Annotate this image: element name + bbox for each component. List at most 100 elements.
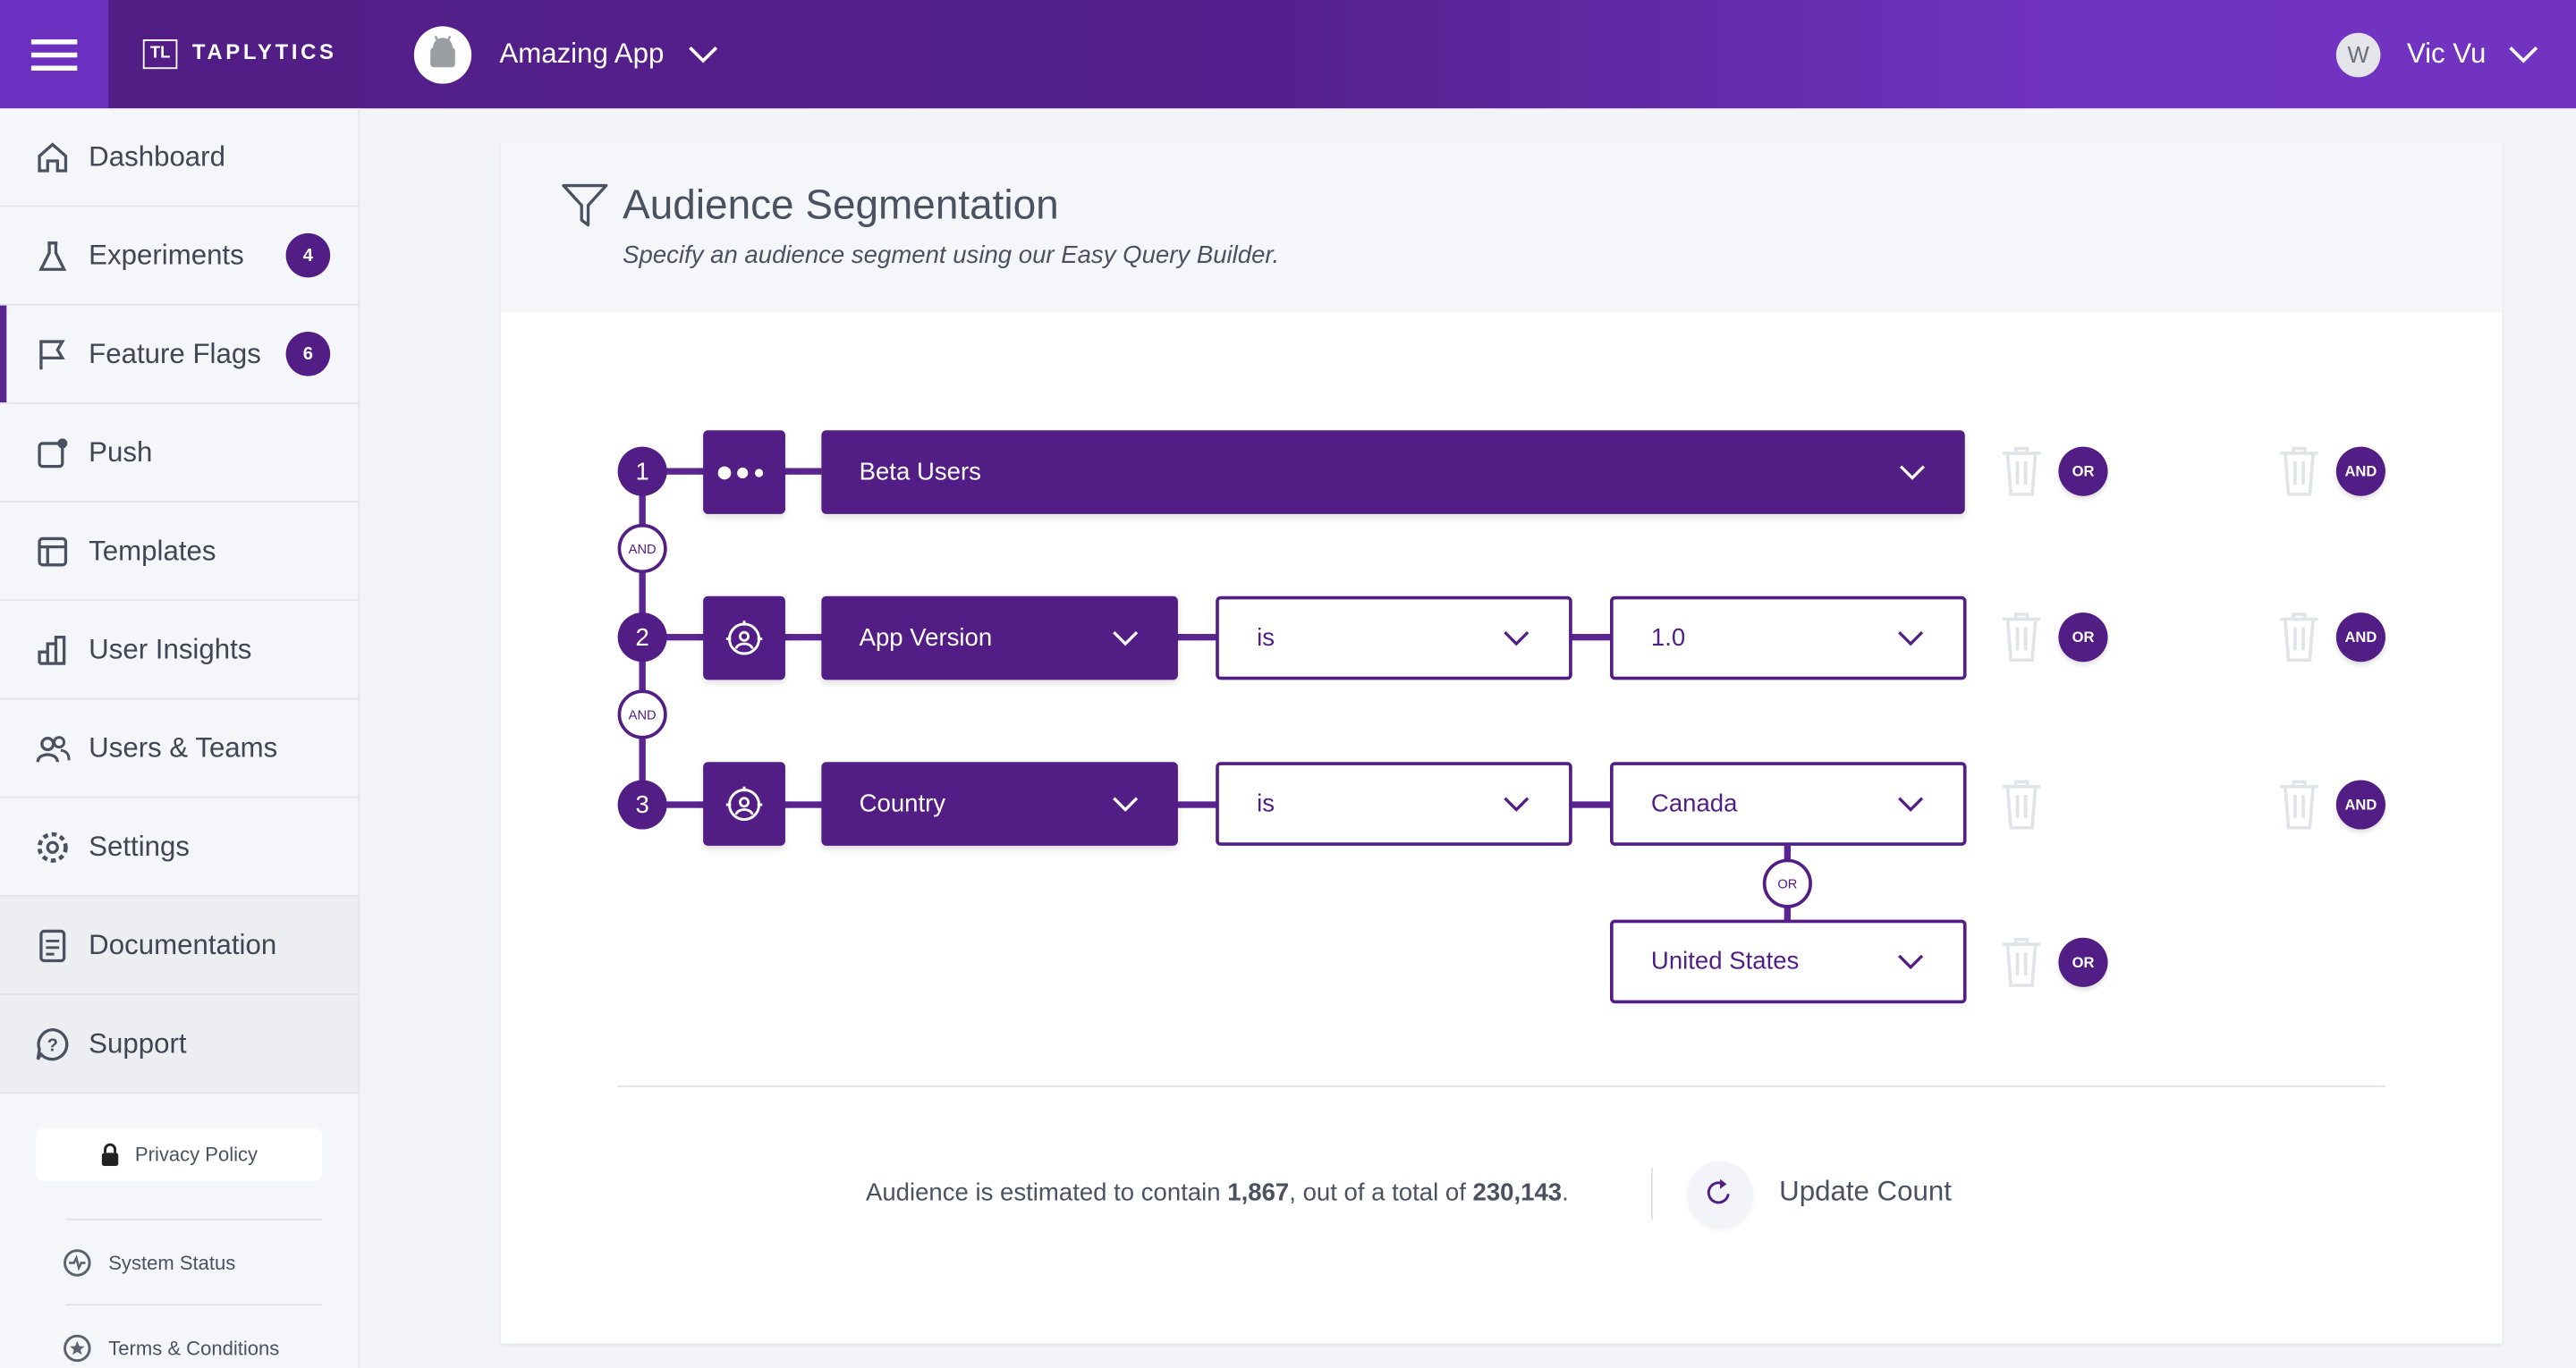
trash-icon[interactable]	[2001, 612, 2042, 663]
audience-estimate: Audience is estimated to contain 1,867, …	[865, 1178, 1569, 1208]
chevron-down-icon[interactable]	[2507, 45, 2540, 64]
and-connector[interactable]: AND	[617, 689, 667, 739]
bar-chart-icon	[38, 635, 66, 664]
dropdown-value: is	[1257, 790, 1275, 818]
document-icon	[39, 928, 66, 962]
dropdown-value: Beta Users	[859, 458, 981, 486]
divider	[617, 1085, 2385, 1087]
dropdown-value: Canada	[1650, 790, 1738, 818]
refresh-icon	[1707, 1178, 1730, 1204]
trash-icon[interactable]	[2001, 937, 2042, 987]
sidebar-item-experiments[interactable]: Experiments 4	[0, 207, 359, 306]
trash-icon[interactable]	[2001, 780, 2042, 830]
add-and-button[interactable]: AND	[2335, 446, 2385, 496]
app-avatar[interactable]	[413, 26, 472, 84]
chevron-down-icon	[1504, 630, 1530, 646]
segment-dropdown[interactable]: Beta Users	[821, 430, 1965, 514]
top-header: TL TAPLYTICS Amazing App W Vic Vu	[0, 0, 2576, 109]
dropdown-value: United States	[1650, 947, 1800, 976]
divider	[65, 1304, 323, 1306]
sidebar-item-label: Settings	[89, 830, 191, 862]
add-and-button[interactable]: AND	[2335, 612, 2385, 663]
lock-icon	[102, 1143, 119, 1167]
user-target-icon	[725, 620, 763, 654]
chevron-down-icon	[1504, 796, 1530, 811]
divider	[1650, 1167, 1653, 1220]
add-or-button[interactable]: OR	[2058, 612, 2108, 663]
audience-count: 1,867	[1227, 1178, 1290, 1208]
sidebar-item-documentation[interactable]: Documentation	[0, 896, 359, 996]
trash-icon[interactable]	[2279, 446, 2320, 496]
sidebar-item-users-teams[interactable]: Users & Teams	[0, 699, 359, 798]
value-dropdown[interactable]: United States	[1610, 919, 1967, 1004]
total-count: 230,143	[1472, 1178, 1563, 1208]
rule-type-button[interactable]	[703, 762, 785, 846]
chevron-down-icon[interactable]	[687, 45, 720, 64]
sidebar-item-label: Dashboard	[89, 140, 225, 172]
rule-number: 1	[617, 446, 667, 496]
template-icon	[38, 536, 68, 566]
sidebar-item-dashboard[interactable]: Dashboard	[0, 108, 359, 207]
more-icon	[717, 465, 764, 479]
sidebar-item-label: User Insights	[89, 633, 252, 664]
system-status-link[interactable]: System Status	[63, 1248, 236, 1278]
add-or-button[interactable]: OR	[2058, 937, 2108, 987]
update-count-button[interactable]: Update Count	[1779, 1176, 1952, 1208]
value-dropdown[interactable]: Canada	[1610, 762, 1967, 846]
filter-icon	[562, 183, 608, 227]
value-dropdown[interactable]: 1.0	[1610, 595, 1967, 680]
sidebar-item-label: Feature Flags	[89, 337, 261, 369]
or-connector[interactable]: OR	[1762, 858, 1812, 908]
terms-link[interactable]: Terms & Conditions	[63, 1333, 280, 1363]
status-label: System Status	[108, 1251, 236, 1275]
help-icon: ?	[36, 1027, 69, 1060]
user-menu[interactable]: Vic Vu	[2406, 38, 2487, 70]
trash-icon[interactable]	[2279, 780, 2320, 830]
and-connector[interactable]: AND	[617, 523, 667, 574]
logo-mark: TL	[142, 39, 178, 70]
sidebar-item-label: Templates	[89, 534, 216, 566]
add-or-button[interactable]: OR	[2058, 446, 2108, 496]
home-icon	[38, 141, 68, 172]
sidebar-item-push[interactable]: Push	[0, 404, 359, 503]
android-icon	[430, 35, 455, 68]
field-dropdown[interactable]: Country	[821, 762, 1178, 846]
field-dropdown[interactable]: App Version	[821, 595, 1178, 680]
chevron-down-icon	[1898, 630, 1924, 646]
rule-type-button[interactable]	[703, 595, 785, 680]
chevron-down-icon	[1899, 464, 1925, 479]
logo[interactable]: TL TAPLYTICS	[108, 0, 359, 109]
user-target-icon	[725, 785, 763, 821]
user-avatar[interactable]: W	[2335, 32, 2381, 78]
chevron-down-icon	[1113, 796, 1139, 811]
sidebar-item-settings[interactable]: Settings	[0, 798, 359, 897]
rule-number: 2	[617, 612, 667, 663]
pulse-icon	[64, 1249, 91, 1277]
audience-card: Audience Segmentation Specify an audienc…	[501, 142, 2503, 1344]
operator-dropdown[interactable]: is	[1216, 595, 1572, 680]
sidebar-item-label: Users & Teams	[89, 731, 278, 764]
sidebar-item-label: Push	[89, 435, 153, 468]
rule-type-button[interactable]	[703, 430, 785, 514]
dropdown-value: Country	[859, 790, 946, 818]
sidebar-item-user-insights[interactable]: User Insights	[0, 601, 359, 700]
operator-dropdown[interactable]: is	[1216, 762, 1572, 846]
privacy-policy-link[interactable]: Privacy Policy	[36, 1127, 323, 1181]
app-selector[interactable]: Amazing App	[499, 38, 665, 70]
divider	[65, 1218, 323, 1220]
menu-button[interactable]	[0, 0, 109, 109]
count-badge: 6	[285, 332, 331, 376]
trash-icon[interactable]	[2001, 446, 2042, 496]
dropdown-value: 1.0	[1650, 623, 1686, 653]
flask-icon	[38, 241, 67, 270]
sidebar-item-support[interactable]: ? Support	[0, 995, 359, 1094]
page-subtitle: Specify an audience segment using our Ea…	[623, 241, 1280, 270]
sidebar-item-templates[interactable]: Templates	[0, 502, 359, 602]
sidebar-item-label: Documentation	[89, 928, 277, 960]
hamburger-icon	[30, 39, 78, 45]
refresh-button[interactable]	[1687, 1161, 1753, 1228]
add-and-button[interactable]: AND	[2335, 780, 2385, 830]
sidebar-item-feature-flags[interactable]: Feature Flags 6	[0, 306, 359, 404]
trash-icon[interactable]	[2279, 612, 2320, 663]
